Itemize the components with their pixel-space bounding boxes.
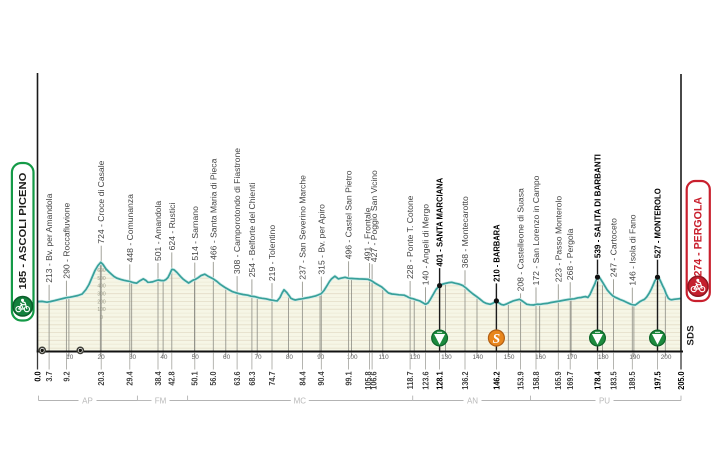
svg-text:AN: AN [467,396,478,405]
svg-text:0.0: 0.0 [33,372,42,382]
svg-text:99.1: 99.1 [344,371,353,386]
svg-text:500: 500 [97,276,106,282]
svg-text:368 - Montecarotto: 368 - Montecarotto [460,196,470,268]
svg-text:100: 100 [97,307,106,313]
svg-text:213 - Bv. per Amandola: 213 - Bv. per Amandola [44,193,54,283]
svg-text:70: 70 [254,354,262,361]
svg-text:183.5: 183.5 [609,371,618,390]
svg-text:268 - Pergola: 268 - Pergola [565,228,575,280]
svg-text:PU: PU [599,396,610,405]
svg-text:130: 130 [441,354,452,361]
svg-text:38.4: 38.4 [154,371,163,386]
svg-text:50.1: 50.1 [190,371,199,386]
svg-text:300: 300 [97,292,106,298]
svg-text:153.9: 153.9 [516,372,525,390]
svg-text:600: 600 [97,268,106,274]
svg-text:42.8: 42.8 [167,371,176,386]
svg-text:3.7: 3.7 [45,372,54,382]
svg-text:185 - ASCOLI PICENO: 185 - ASCOLI PICENO [17,173,29,290]
svg-text:315 - Bv. per Apiro: 315 - Bv. per Apiro [316,204,326,275]
svg-text:146 - Isola di Fano: 146 - Isola di Fano [627,214,637,286]
svg-text:74.7: 74.7 [268,372,277,386]
svg-text:178.4: 178.4 [593,371,602,390]
svg-text:205.0: 205.0 [677,372,686,390]
svg-text:105.8: 105.8 [364,371,373,390]
svg-text:118.7: 118.7 [406,372,415,390]
svg-text:172 - San Lorenzo in Campo: 172 - San Lorenzo in Campo [531,175,541,285]
svg-text:160: 160 [535,354,546,361]
svg-text:210 - BARBARA: 210 - BARBARA [492,224,502,282]
svg-text:40: 40 [160,354,168,361]
svg-text:158.8: 158.8 [532,371,541,390]
svg-text:491 - Frontale: 491 - Frontale [363,207,373,261]
svg-text:539 - SALITA DI BARBANTI: 539 - SALITA DI BARBANTI [592,154,602,258]
svg-text:427 - Poggio San Vicino: 427 - Poggio San Vicino [369,170,379,262]
svg-text:190: 190 [629,354,640,361]
svg-text:308 - Camporotondo di Fiastron: 308 - Camporotondo di Fiastrone [232,148,242,274]
svg-text:501 - Amandola: 501 - Amandola [153,200,163,261]
svg-text:60: 60 [223,354,231,361]
svg-text:448 - Comunanza: 448 - Comunanza [125,194,135,263]
svg-text:90.4: 90.4 [317,371,326,386]
svg-text:106.6: 106.6 [369,372,378,390]
svg-text:146.2: 146.2 [492,372,501,390]
svg-text:63.6: 63.6 [233,372,242,386]
svg-text:136.2: 136.2 [461,372,470,390]
svg-text:228 - Ponte T. Cotone: 228 - Ponte T. Cotone [405,195,415,279]
svg-text:20.3: 20.3 [97,372,106,386]
svg-text:170: 170 [567,354,578,361]
svg-text:290 - Roccafluvione: 290 - Roccafluvione [62,202,72,278]
svg-text:84.4: 84.4 [298,371,307,386]
svg-text:223 - Passo Monterolo: 223 - Passo Monterolo [553,196,563,283]
svg-text:9.2: 9.2 [62,372,71,382]
svg-text:180: 180 [598,354,609,361]
svg-text:401 - SANTA MARCIANA: 401 - SANTA MARCIANA [435,178,444,267]
svg-text:514 - Sarnano: 514 - Sarnano [190,206,200,261]
svg-text:466 - Santa Maria di Pieca: 466 - Santa Maria di Pieca [208,158,218,260]
svg-text:128.1: 128.1 [435,371,444,390]
svg-text:197.5: 197.5 [653,371,662,390]
svg-text:527 - MONTEROLO: 527 - MONTEROLO [653,188,662,258]
svg-text:MC: MC [294,396,307,405]
svg-text:80: 80 [286,354,294,361]
svg-text:120: 120 [410,354,421,361]
svg-text:140 - Angeli di Mergo: 140 - Angeli di Mergo [421,204,431,286]
svg-text:SDS: SDS [686,325,697,345]
svg-text:237 - San Severino Marche: 237 - San Severino Marche [298,175,308,280]
svg-text:247 - Cartoceto: 247 - Cartoceto [609,218,619,278]
svg-text:496 - Castel San Pietro: 496 - Castel San Pietro [344,170,354,259]
svg-text:189.5: 189.5 [628,371,637,390]
svg-text:S: S [493,331,501,346]
svg-text:100: 100 [347,354,358,361]
svg-text:10: 10 [66,354,74,361]
svg-text:200: 200 [661,354,672,361]
svg-text:169.7: 169.7 [566,372,575,390]
svg-text:165.9: 165.9 [554,372,563,390]
svg-text:208 - Castelleone di Suasa: 208 - Castelleone di Suasa [516,188,526,292]
svg-text:150: 150 [504,354,515,361]
svg-text:110: 110 [379,354,390,361]
svg-text:0: 0 [100,315,103,321]
svg-text:140: 140 [472,354,483,361]
svg-text:FM: FM [155,396,167,405]
svg-text:56.0: 56.0 [209,372,218,386]
svg-text:68.3: 68.3 [247,372,256,386]
svg-text:724 - Croce di Casale: 724 - Croce di Casale [96,160,106,243]
svg-text:200: 200 [97,299,106,305]
svg-text:50: 50 [192,354,200,361]
svg-text:254 - Belforte del Chienti: 254 - Belforte del Chienti [247,183,257,278]
svg-text:274 - PERGOLA: 274 - PERGOLA [692,197,704,277]
svg-text:219 - Tolentino: 219 - Tolentino [267,225,277,282]
svg-text:400: 400 [97,284,106,290]
svg-text:123.6: 123.6 [421,372,430,390]
svg-text:624 - Rustici: 624 - Rustici [167,203,177,251]
svg-text:30: 30 [129,354,137,361]
svg-text:29.4: 29.4 [125,371,134,386]
svg-text:AP: AP [82,396,93,405]
